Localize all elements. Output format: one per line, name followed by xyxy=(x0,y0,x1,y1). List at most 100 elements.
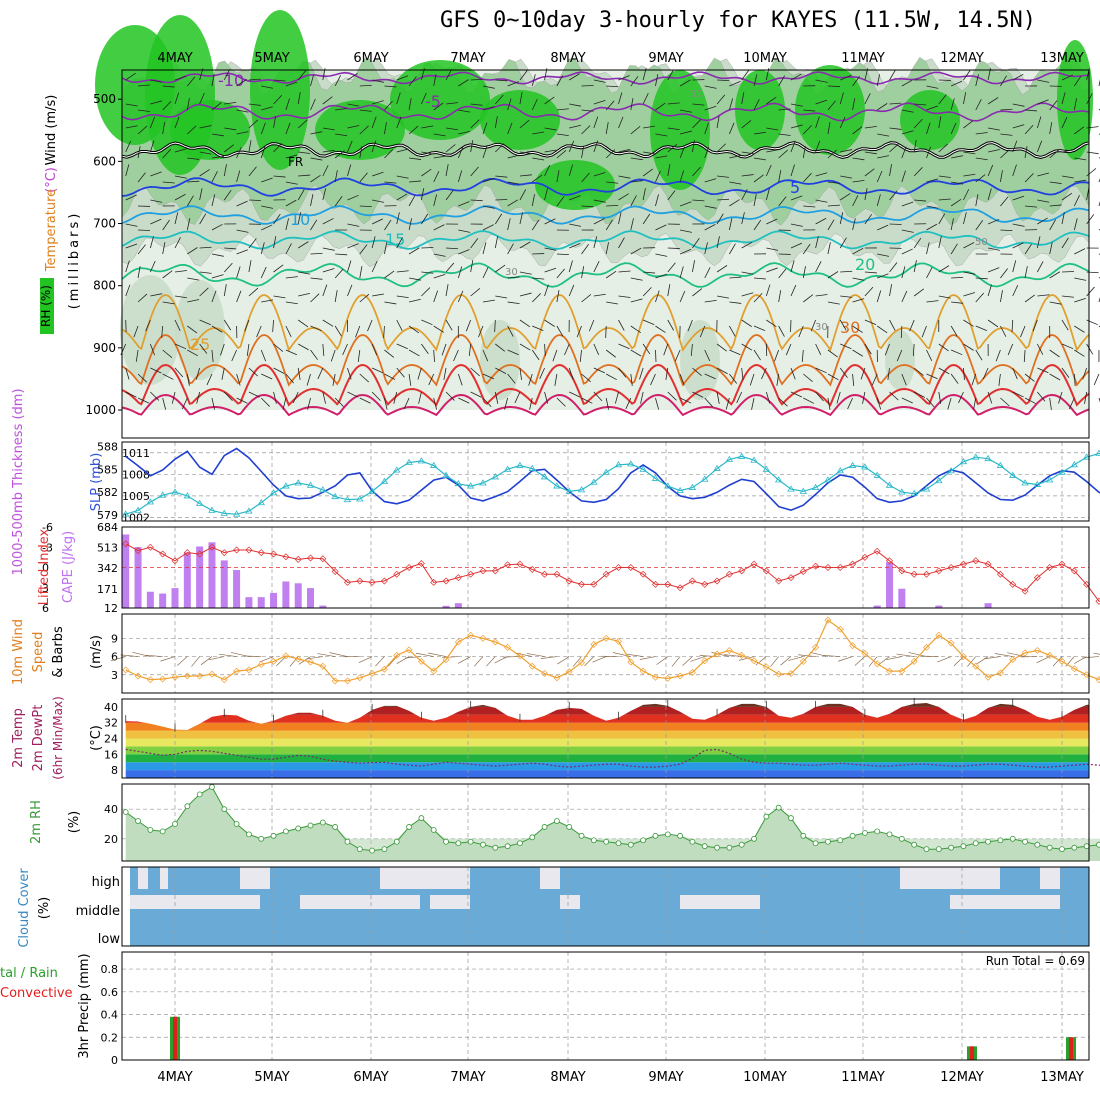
wind-barb xyxy=(1037,79,1050,83)
wind-barb xyxy=(926,300,939,303)
wind-barb xyxy=(347,194,359,201)
wind-barb xyxy=(803,373,813,382)
li-marker xyxy=(713,577,721,585)
wind-barb xyxy=(593,99,606,105)
wind-barb xyxy=(199,319,211,326)
wind-barb xyxy=(556,170,560,183)
li-marker xyxy=(861,553,869,561)
wind-barb xyxy=(137,397,150,404)
rh-marker xyxy=(492,844,499,851)
wind-barb xyxy=(297,119,308,129)
li-marker xyxy=(873,547,881,555)
wind-barb xyxy=(1069,397,1075,410)
wind-barb xyxy=(655,397,660,410)
wind-barb xyxy=(125,391,137,398)
li-marker xyxy=(725,570,733,578)
wind10-barb xyxy=(306,656,323,660)
contour-label: 50 xyxy=(690,89,703,100)
wind-barb xyxy=(749,373,755,386)
wind-tick: 9 xyxy=(111,632,118,645)
wind-barb xyxy=(171,391,176,404)
wind-barb xyxy=(330,349,336,362)
wind10-barb xyxy=(474,656,484,667)
day-label-bottom: 5MAY xyxy=(254,1070,289,1085)
wind-barb xyxy=(519,151,532,155)
wind-barb xyxy=(421,151,434,155)
cape-tick: 684 xyxy=(97,521,118,534)
wind-barb xyxy=(137,146,141,159)
wind-barb xyxy=(174,270,187,273)
wind-barb xyxy=(433,74,437,87)
wind-barb xyxy=(642,343,651,355)
wind-barb xyxy=(310,194,314,207)
wind-barb xyxy=(310,325,322,332)
rh-marker xyxy=(997,837,1004,844)
wind-barb xyxy=(1049,349,1060,358)
wind-barb xyxy=(680,109,692,113)
wind-barb xyxy=(729,301,742,304)
wind-barb xyxy=(963,212,967,225)
wind10-barb xyxy=(639,656,656,660)
wind-barb xyxy=(1086,343,1094,355)
wind-barb xyxy=(901,79,913,87)
li-marker xyxy=(343,578,351,586)
li-marker xyxy=(935,567,943,575)
wind10-marker xyxy=(688,668,696,676)
wind-barb xyxy=(507,98,512,111)
wind-barb xyxy=(125,284,131,297)
wind-barb xyxy=(778,133,791,136)
thickness-line xyxy=(125,452,1100,515)
wind-barb xyxy=(692,367,702,377)
wind10-barb xyxy=(145,654,163,657)
wind-barb xyxy=(1037,367,1049,374)
wind-barb xyxy=(803,205,816,208)
wind-barb xyxy=(753,277,767,280)
wind10-marker xyxy=(787,670,795,678)
wind-barb xyxy=(692,199,705,202)
thickness-marker xyxy=(848,461,857,468)
wind-barb xyxy=(470,260,474,273)
cape-bar xyxy=(134,547,142,608)
temp-band xyxy=(125,754,1089,763)
wind-barb xyxy=(741,367,744,380)
thickness-marker xyxy=(220,509,228,516)
thickness-marker xyxy=(885,481,894,488)
wind-barb xyxy=(396,343,408,350)
rh-marker xyxy=(332,824,339,830)
li-marker xyxy=(762,567,770,575)
wind-barb xyxy=(478,325,484,338)
wind-barb xyxy=(433,133,446,137)
wind-barb xyxy=(396,175,409,179)
wind-barb xyxy=(877,253,890,257)
rh-marker xyxy=(960,843,967,850)
wind-barb xyxy=(211,194,216,207)
wind-barb xyxy=(458,109,471,113)
cloud-gap xyxy=(680,895,760,909)
wind10-marker xyxy=(331,677,339,685)
wind-barb xyxy=(717,79,730,82)
wind-barb xyxy=(125,367,130,380)
wind-barb xyxy=(581,109,594,112)
wind-barb xyxy=(285,301,298,305)
contour-35 xyxy=(121,363,1090,407)
wind-barb xyxy=(938,236,942,249)
wind-barb xyxy=(998,373,1001,386)
thickness-marker xyxy=(651,474,660,481)
wind-barb xyxy=(470,166,479,177)
day-label-bottom: 4MAY xyxy=(157,1070,192,1085)
wind-barb xyxy=(544,267,557,273)
day-label-top: 9MAY xyxy=(648,51,683,66)
wind-barb xyxy=(889,69,896,81)
day-label-bottom: 9MAY xyxy=(648,1070,683,1085)
wind-barb xyxy=(663,343,669,356)
wind-barb xyxy=(260,266,267,279)
wind-barb xyxy=(544,391,549,404)
wind-barb xyxy=(926,85,939,89)
wind-barb xyxy=(162,101,172,111)
wind-barb xyxy=(1049,271,1061,279)
wind10-marker xyxy=(738,651,746,659)
li-marker xyxy=(1021,587,1029,595)
rh-marker xyxy=(898,835,905,842)
wind-barb xyxy=(568,260,573,273)
wind-barb xyxy=(223,164,227,177)
